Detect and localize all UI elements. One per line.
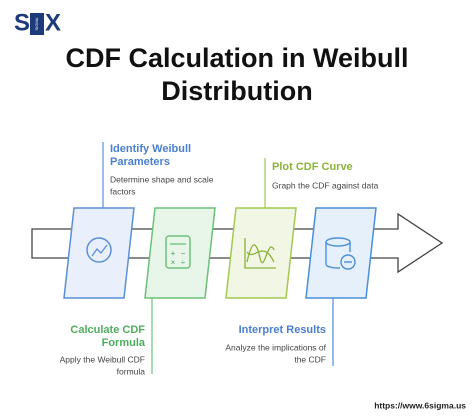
svg-text:÷: ÷	[181, 258, 186, 267]
step-description: the CDF	[294, 354, 326, 364]
step-description: Apply the Weibull CDF	[60, 354, 145, 364]
step-panel: + − × ÷	[144, 207, 216, 299]
title-line: CDF Calculation in Weibull	[65, 43, 408, 73]
step-description: factors	[110, 186, 136, 196]
step-description: formula	[117, 366, 146, 376]
step-title: Formula	[102, 337, 146, 349]
step-title: Interpret Results	[239, 324, 326, 336]
step-description: Determine shape and scale	[110, 174, 214, 184]
step-panel	[225, 207, 297, 299]
step-title: Parameters	[110, 156, 170, 168]
step-description: Analyze the implications of	[225, 342, 326, 352]
logo-middle: SIGMA	[34, 17, 39, 30]
title-line: Distribution	[161, 76, 312, 106]
logo-left: S	[14, 9, 30, 36]
svg-text:−: −	[181, 249, 186, 258]
svg-text:×: ×	[171, 258, 176, 267]
logo-box	[30, 13, 44, 35]
footer-url: https://www.6sigma.us	[374, 400, 466, 410]
step-panel	[63, 207, 135, 299]
logo-right: X	[45, 9, 61, 36]
step-title: Calculate CDF	[70, 324, 145, 336]
step-title: Identify Weibull	[110, 143, 191, 155]
step-panel	[305, 207, 377, 299]
step-description: Graph the CDF against data	[272, 180, 379, 190]
logo: S SIGMA X	[14, 9, 61, 36]
svg-text:+: +	[171, 249, 176, 258]
step-title: Plot CDF Curve	[272, 161, 353, 173]
